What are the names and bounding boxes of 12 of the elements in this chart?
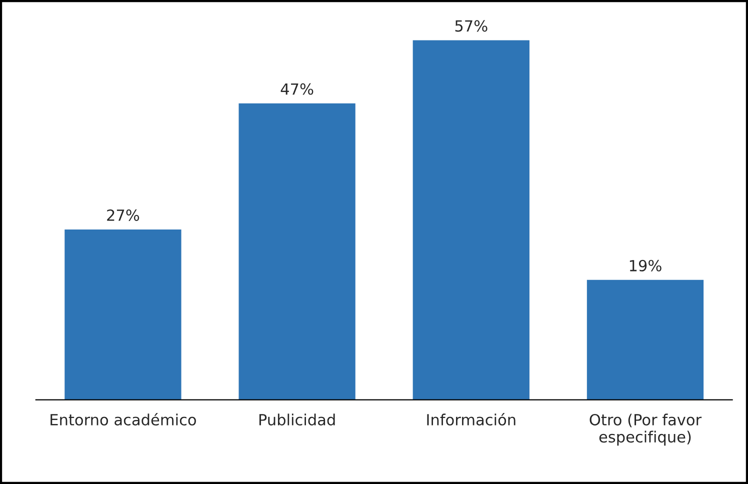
bar [238,103,356,400]
x-tick-label: Otro (Por favor especifique) [590,414,702,446]
x-tick-label: Entorno académico [50,413,196,426]
data-label: 27% [107,209,140,221]
bar [64,229,182,400]
data-label: 19% [630,260,662,272]
bar [412,40,530,400]
x-tick-label: Publicidad [259,414,335,426]
bar [586,280,704,400]
x-tick-label: Información [427,413,516,426]
data-label: 57% [455,20,488,32]
data-label: 47% [280,83,314,95]
